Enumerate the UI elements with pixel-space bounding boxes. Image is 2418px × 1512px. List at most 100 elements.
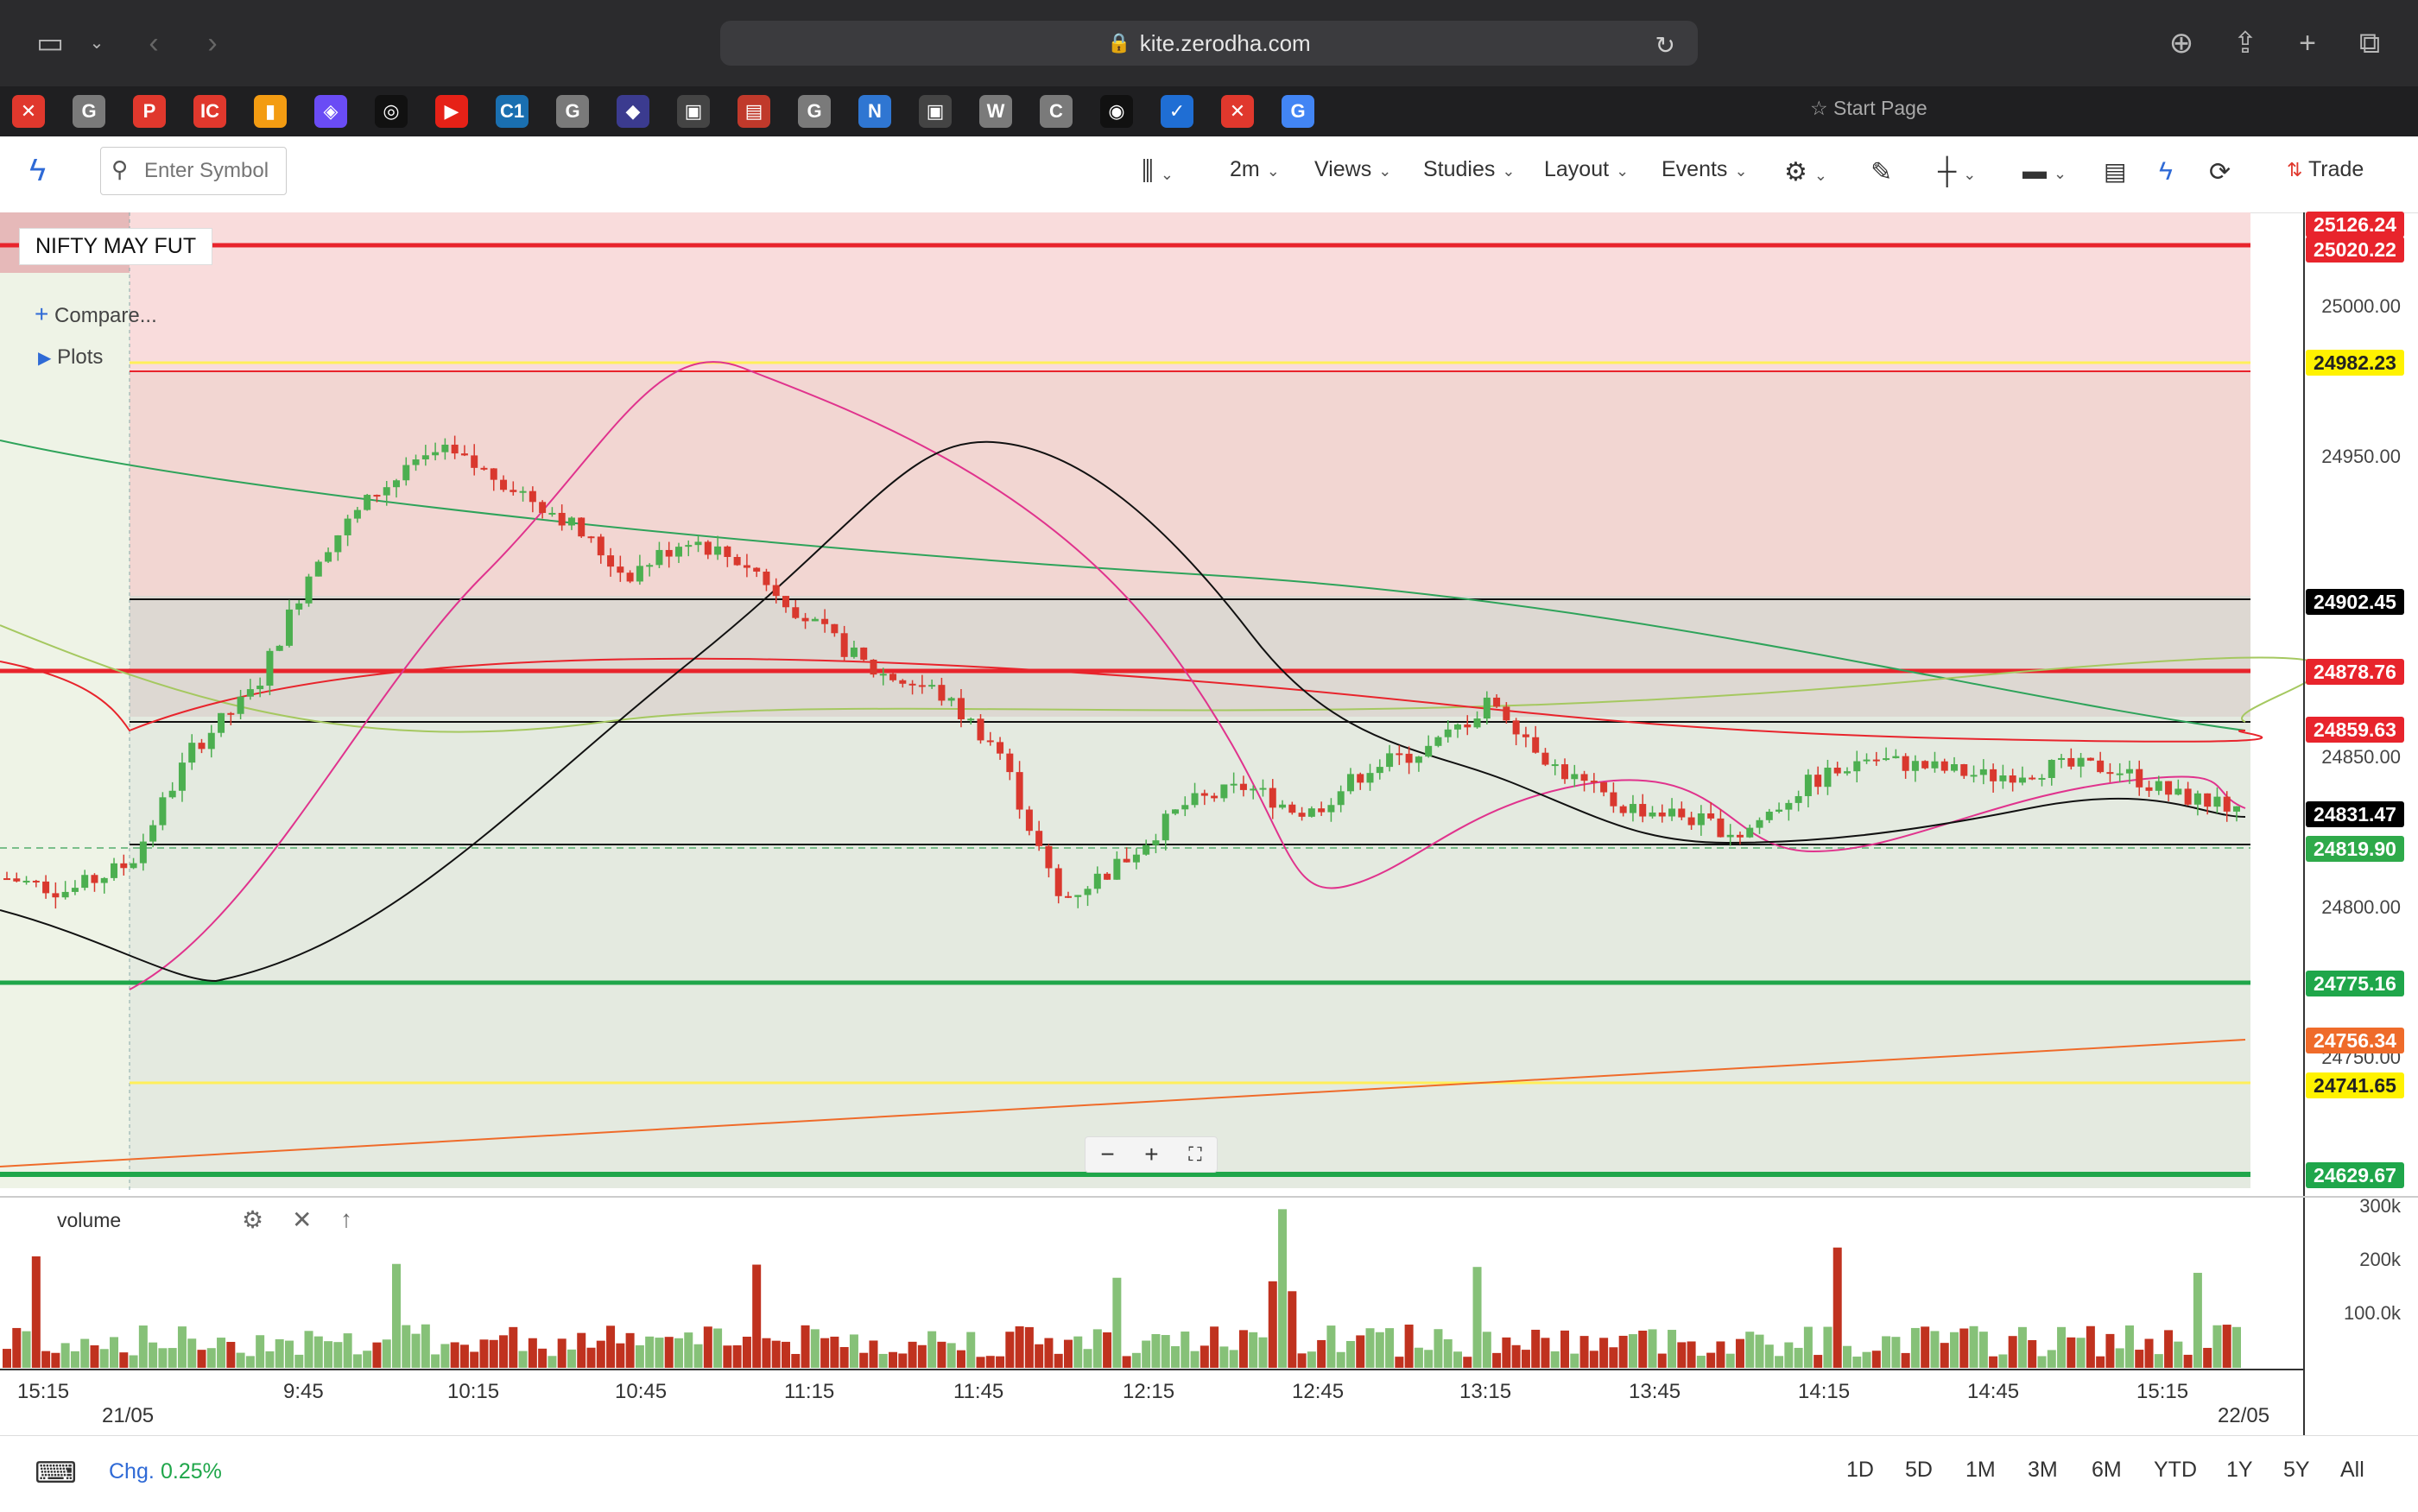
car-icon[interactable]: ▣ — [677, 95, 710, 128]
lightning-icon[interactable]: ϟ — [2159, 157, 2173, 186]
generic-g-icon[interactable]: G — [556, 95, 589, 128]
time-label: 14:45 — [1967, 1380, 2020, 1403]
settings-gear-icon[interactable]: ⚙ ⌄ — [1784, 158, 1827, 187]
range-button-1m[interactable]: 1M — [1965, 1458, 1996, 1482]
range-button-3m[interactable]: 3M — [2028, 1458, 2058, 1482]
candlestick-icon: ⫼ — [1142, 157, 1154, 186]
generic-g-icon[interactable]: G — [73, 95, 105, 128]
price-tag: 24982.23 — [2306, 350, 2404, 376]
volume-bar — [762, 1338, 771, 1368]
downloads-icon[interactable]: ⊕ — [2168, 27, 2194, 60]
volume-bar — [752, 1264, 762, 1368]
bar-chart-icon[interactable]: ▮ — [254, 95, 287, 128]
sidebar-toggle-icon[interactable]: ▭ — [35, 27, 65, 60]
chart-type-button[interactable]: ⫼ ⌄ — [1142, 157, 1174, 186]
youtube-icon[interactable]: ▶ — [435, 95, 468, 128]
reload-icon[interactable]: ↻ — [1655, 32, 1675, 59]
crosshair-icon[interactable]: ┼ ⌄ — [1938, 157, 1977, 186]
range-button-5y[interactable]: 5Y — [2283, 1458, 2310, 1482]
candle-body — [2029, 777, 2036, 780]
google-icon[interactable]: G — [1282, 95, 1314, 128]
zoom-in-button[interactable]: + — [1144, 1141, 1159, 1167]
n-icon[interactable]: N — [858, 95, 891, 128]
volume-bar — [2067, 1337, 2076, 1368]
volume-settings-gear-icon[interactable]: ⚙ — [242, 1206, 264, 1233]
c-icon[interactable]: C — [1040, 95, 1073, 128]
range-button-1y[interactable]: 1Y — [2226, 1458, 2253, 1482]
volume-bar — [1268, 1281, 1277, 1368]
check-icon[interactable]: ✓ — [1161, 95, 1193, 128]
price-chart[interactable] — [0, 212, 2418, 1435]
volume-move-up-icon[interactable]: ↑ — [340, 1205, 352, 1232]
keyboard-icon[interactable]: ⌨ — [35, 1457, 78, 1490]
chevron-down-icon[interactable]: ⌄ — [89, 34, 104, 53]
candle-body — [1239, 783, 1247, 790]
tab-overview-icon[interactable]: ⧉ — [2358, 27, 2381, 60]
views-dropdown[interactable]: Views ⌄ — [1314, 157, 1392, 181]
symbol-search[interactable]: ⚲ — [100, 147, 287, 195]
w-icon[interactable]: W — [979, 95, 1012, 128]
generic-g-icon[interactable]: G — [798, 95, 831, 128]
range-button-all[interactable]: All — [2340, 1458, 2364, 1482]
plots-button[interactable]: ▶ Plots — [38, 345, 103, 370]
refresh-icon[interactable]: ⟳ — [2209, 158, 2231, 187]
candle-body — [1346, 774, 1354, 792]
change-value: 0.25% — [161, 1459, 222, 1484]
candle-body — [1045, 845, 1053, 869]
range-button-ytd[interactable]: YTD — [2154, 1458, 2197, 1482]
volume-bar — [2154, 1354, 2163, 1368]
news-icon[interactable]: ▤ — [737, 95, 770, 128]
compare-button[interactable]: + Compare... — [35, 301, 157, 328]
volume-bar — [1161, 1335, 1170, 1368]
pencil-draw-icon[interactable]: ✎ — [1870, 158, 1893, 187]
candle-body — [1814, 775, 1822, 788]
volume-bar — [431, 1354, 440, 1368]
volume-bar — [1219, 1346, 1229, 1368]
candle-body — [1951, 763, 1959, 771]
interval-dropdown[interactable]: 2m ⌄ — [1230, 157, 1280, 181]
fullscreen-button[interactable]: ⛶ — [1188, 1143, 1202, 1165]
range-button-1d[interactable]: 1D — [1846, 1458, 1874, 1482]
puzzle-icon[interactable]: ◈ — [314, 95, 347, 128]
table-icon[interactable]: ▤ — [2104, 158, 2127, 185]
zoom-out-button[interactable]: − — [1100, 1141, 1115, 1167]
volume-close-icon[interactable]: ✕ — [292, 1206, 313, 1233]
candle-body — [188, 743, 196, 763]
candle-body — [1074, 895, 1082, 897]
search-input[interactable] — [142, 158, 284, 184]
range-button-5d[interactable]: 5D — [1905, 1458, 1933, 1482]
range-button-6m[interactable]: 6M — [2092, 1458, 2122, 1482]
studies-dropdown[interactable]: Studies ⌄ — [1423, 157, 1516, 181]
volume-bar — [732, 1344, 742, 1368]
layout-dropdown[interactable]: Layout ⌄ — [1544, 157, 1630, 181]
volume-bar — [2203, 1347, 2212, 1368]
pinterest-icon[interactable]: P — [133, 95, 166, 128]
volume-bar — [1297, 1353, 1307, 1368]
lightning-logo-icon[interactable]: ϟ — [29, 152, 47, 187]
start-page-link[interactable]: ☆ Start Page — [1810, 97, 1927, 119]
record-icon[interactable]: ◉ — [1100, 95, 1133, 128]
back-icon[interactable]: ‹ — [149, 27, 159, 60]
volume-bar — [265, 1351, 275, 1368]
candle-body — [1093, 873, 1101, 889]
volume-bar — [2232, 1326, 2241, 1368]
comment-icon[interactable]: ▬ ⌄ — [2022, 157, 2067, 184]
share-icon[interactable]: ⇪ — [2232, 27, 2258, 60]
game-icon[interactable]: ◆ — [617, 95, 649, 128]
candle-body — [636, 566, 643, 582]
zerodha-kite-icon[interactable]: ✕ — [12, 95, 45, 128]
forward-icon[interactable]: › — [207, 27, 218, 60]
address-bar[interactable]: 🔒 kite.zerodha.com ↻ — [720, 21, 1698, 66]
trade-button[interactable]: ⇅ Trade — [2287, 157, 2364, 182]
zerodha-kite-icon[interactable]: ✕ — [1221, 95, 1254, 128]
volume-bar — [1755, 1334, 1764, 1368]
volume-axis-label: 200k — [2359, 1249, 2401, 1270]
car-icon[interactable]: ▣ — [919, 95, 952, 128]
new-tab-icon[interactable]: + — [2299, 27, 2316, 60]
c1-icon[interactable]: C1 — [496, 95, 529, 128]
volume-bar — [1735, 1338, 1744, 1368]
events-dropdown[interactable]: Events ⌄ — [1662, 157, 1748, 181]
ic-icon[interactable]: IC — [193, 95, 226, 128]
volume-bar — [2135, 1350, 2144, 1368]
openai-icon[interactable]: ◎ — [375, 95, 408, 128]
